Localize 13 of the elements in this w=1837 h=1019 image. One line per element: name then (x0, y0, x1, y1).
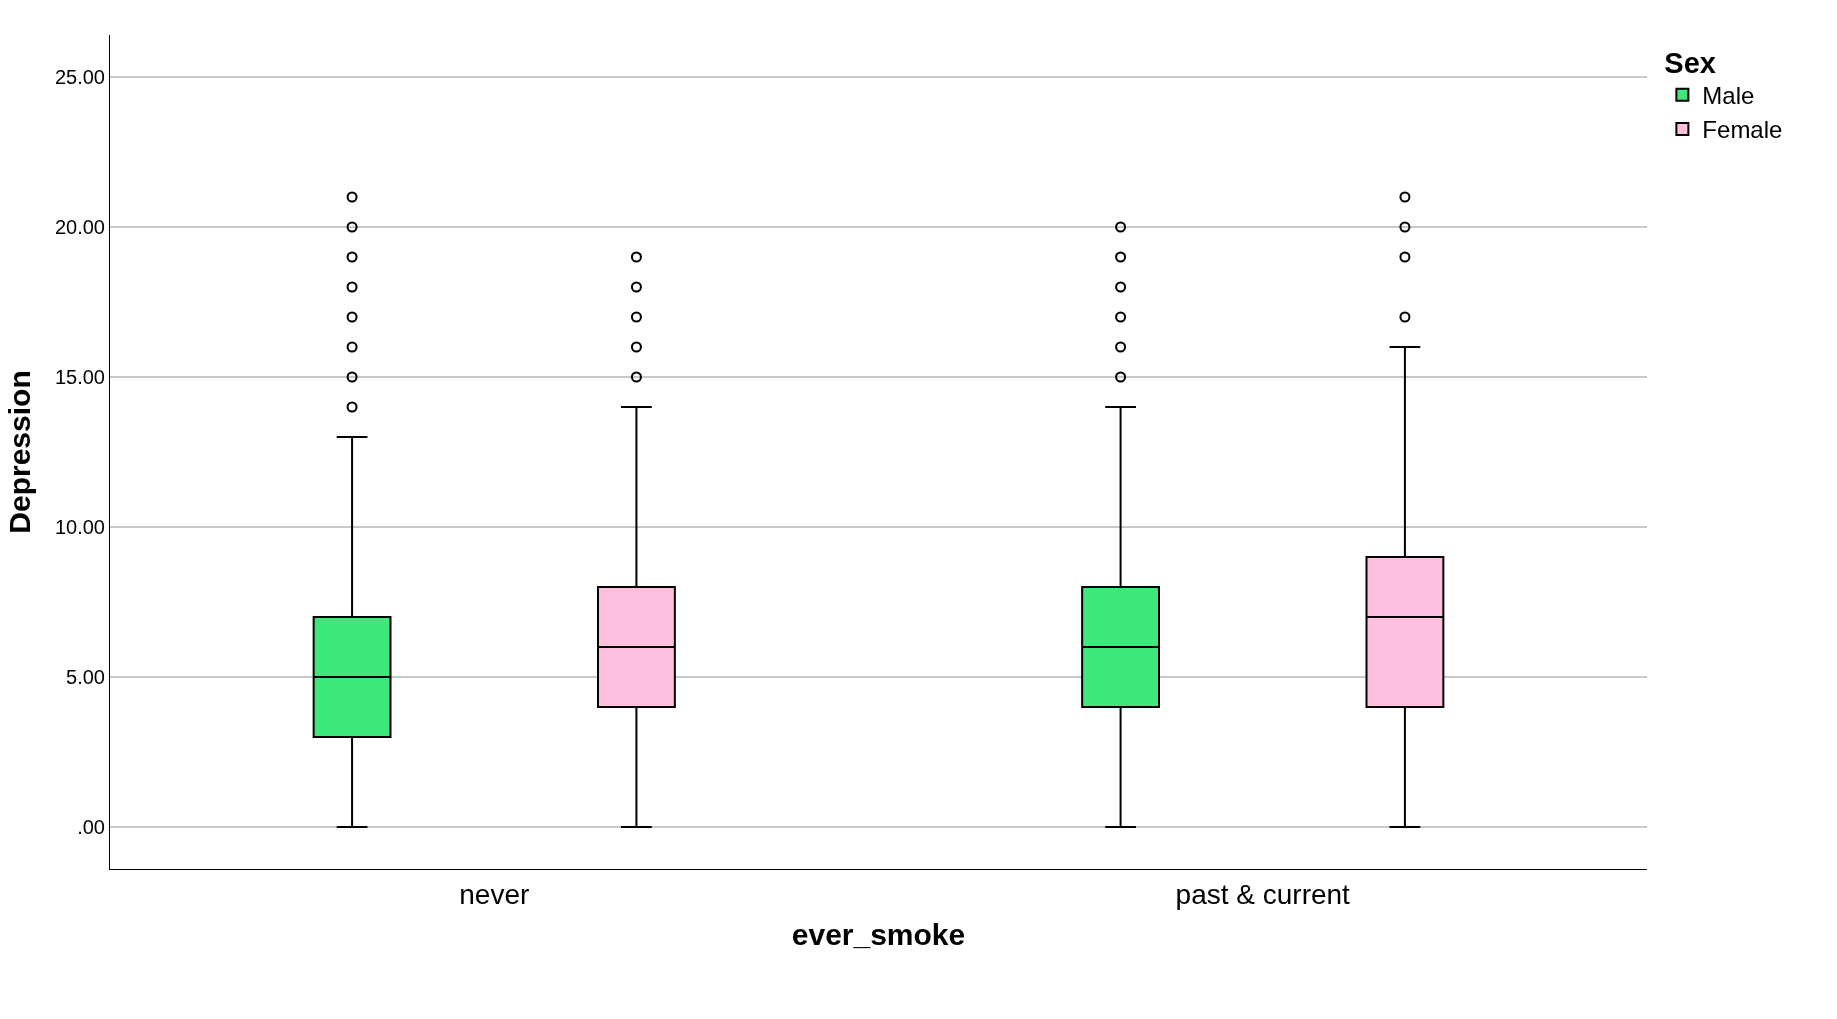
x-tick-label: never (459, 878, 530, 910)
y-tick-label: 10.00 (54, 516, 105, 538)
legend-label: Male (1702, 82, 1755, 110)
y-tick-label: 15.00 (54, 366, 105, 388)
legend-title: Sex (1664, 46, 1716, 79)
y-tick-label: 20.00 (54, 216, 105, 238)
legend-label: Female (1702, 116, 1783, 144)
y-tick-label: .00 (77, 816, 105, 838)
y-tick-label: 25.00 (54, 66, 105, 88)
x-axis-title: ever_smoke (791, 918, 966, 952)
y-axis-title: Depression (2, 370, 36, 534)
y-tick-label: 5.00 (66, 666, 105, 688)
x-tick-label: past & current (1175, 878, 1351, 910)
